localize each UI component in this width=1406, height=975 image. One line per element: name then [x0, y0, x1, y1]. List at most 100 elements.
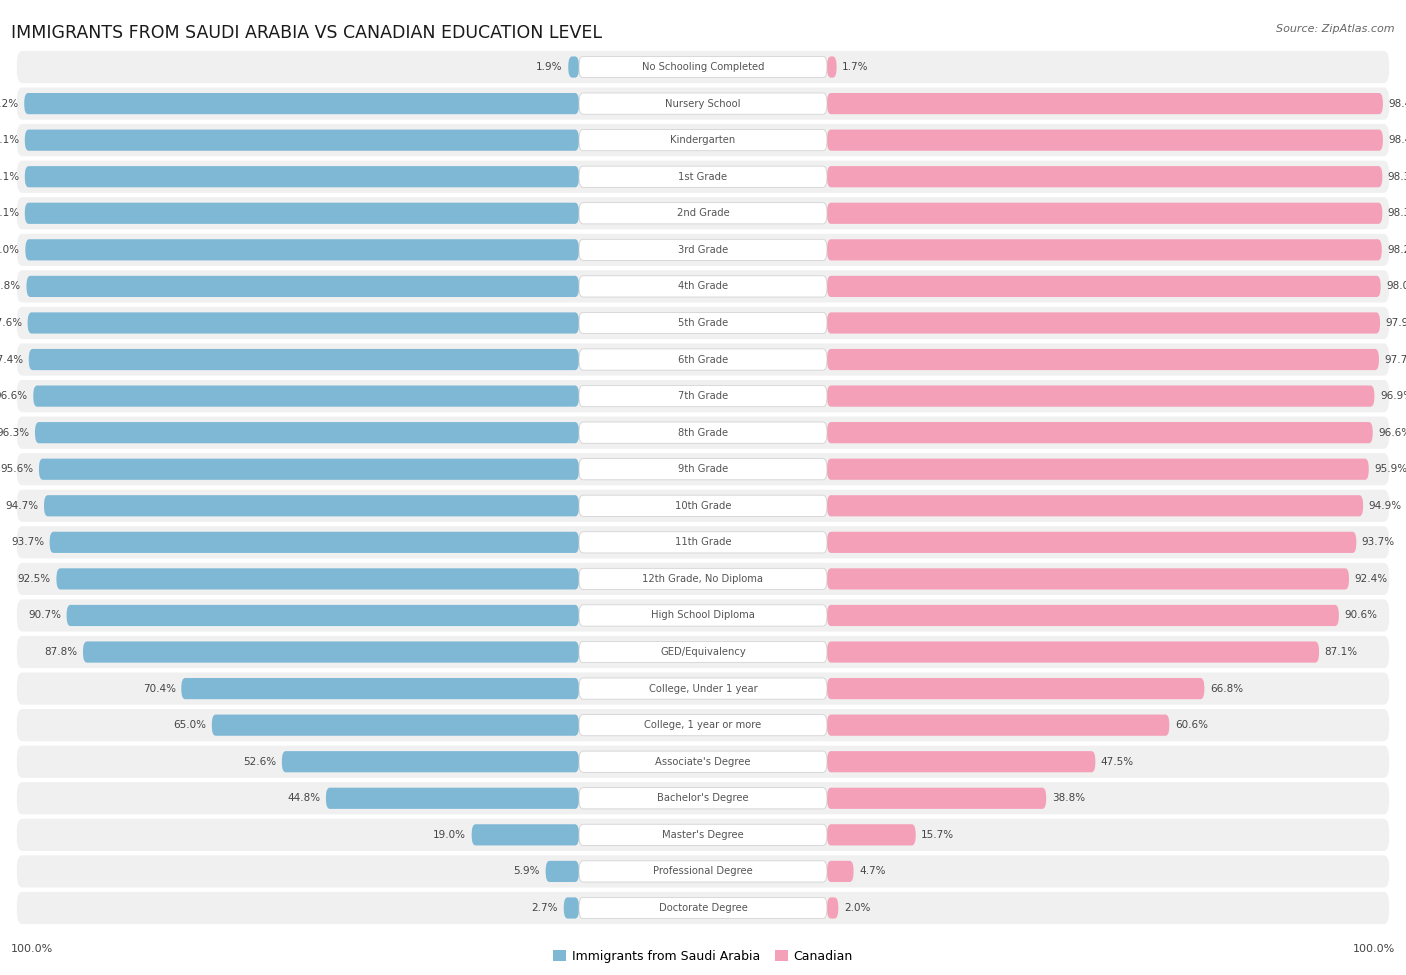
FancyBboxPatch shape	[579, 239, 827, 260]
FancyBboxPatch shape	[579, 642, 827, 663]
FancyBboxPatch shape	[17, 453, 1389, 486]
FancyBboxPatch shape	[17, 489, 1389, 522]
FancyBboxPatch shape	[579, 422, 827, 444]
FancyBboxPatch shape	[17, 819, 1389, 851]
Text: 2.0%: 2.0%	[844, 903, 870, 913]
Text: 98.3%: 98.3%	[1388, 172, 1406, 181]
Text: 95.6%: 95.6%	[0, 464, 34, 474]
FancyBboxPatch shape	[83, 642, 579, 663]
FancyBboxPatch shape	[579, 824, 827, 845]
FancyBboxPatch shape	[24, 93, 579, 114]
FancyBboxPatch shape	[579, 57, 827, 78]
FancyBboxPatch shape	[579, 349, 827, 371]
Text: 3rd Grade: 3rd Grade	[678, 245, 728, 254]
FancyBboxPatch shape	[281, 751, 579, 772]
FancyBboxPatch shape	[579, 130, 827, 151]
FancyBboxPatch shape	[564, 897, 579, 918]
FancyBboxPatch shape	[17, 563, 1389, 595]
FancyBboxPatch shape	[827, 276, 1381, 297]
FancyBboxPatch shape	[579, 751, 827, 772]
Text: 47.5%: 47.5%	[1101, 757, 1135, 766]
Text: 44.8%: 44.8%	[287, 794, 321, 803]
FancyBboxPatch shape	[579, 861, 827, 882]
FancyBboxPatch shape	[579, 604, 827, 626]
Text: No Schooling Completed: No Schooling Completed	[641, 62, 765, 72]
FancyBboxPatch shape	[579, 458, 827, 480]
FancyBboxPatch shape	[17, 673, 1389, 705]
Text: 96.3%: 96.3%	[0, 428, 30, 438]
FancyBboxPatch shape	[579, 203, 827, 224]
FancyBboxPatch shape	[17, 416, 1389, 448]
FancyBboxPatch shape	[827, 678, 1205, 699]
Text: Kindergarten: Kindergarten	[671, 136, 735, 145]
FancyBboxPatch shape	[579, 312, 827, 333]
FancyBboxPatch shape	[17, 161, 1389, 193]
FancyBboxPatch shape	[827, 349, 1379, 371]
FancyBboxPatch shape	[579, 897, 827, 918]
Text: 7th Grade: 7th Grade	[678, 391, 728, 401]
Text: 38.8%: 38.8%	[1052, 794, 1085, 803]
FancyBboxPatch shape	[827, 458, 1369, 480]
FancyBboxPatch shape	[212, 715, 579, 736]
Text: Master's Degree: Master's Degree	[662, 830, 744, 839]
Text: 98.1%: 98.1%	[0, 136, 20, 145]
Text: 2nd Grade: 2nd Grade	[676, 209, 730, 218]
FancyBboxPatch shape	[546, 861, 579, 882]
FancyBboxPatch shape	[579, 568, 827, 590]
FancyBboxPatch shape	[49, 531, 579, 553]
Text: High School Diploma: High School Diploma	[651, 610, 755, 620]
Text: 100.0%: 100.0%	[1353, 944, 1395, 954]
FancyBboxPatch shape	[17, 380, 1389, 412]
FancyBboxPatch shape	[17, 234, 1389, 266]
Text: 94.7%: 94.7%	[6, 501, 38, 511]
Text: 97.7%: 97.7%	[1385, 355, 1406, 365]
Text: 90.7%: 90.7%	[28, 610, 60, 620]
FancyBboxPatch shape	[827, 568, 1348, 590]
FancyBboxPatch shape	[827, 751, 1095, 772]
Text: 98.3%: 98.3%	[1388, 209, 1406, 218]
FancyBboxPatch shape	[827, 824, 915, 845]
Text: College, Under 1 year: College, Under 1 year	[648, 683, 758, 693]
FancyBboxPatch shape	[579, 495, 827, 517]
FancyBboxPatch shape	[827, 422, 1372, 444]
Text: 98.1%: 98.1%	[0, 209, 20, 218]
FancyBboxPatch shape	[34, 385, 579, 407]
FancyBboxPatch shape	[17, 855, 1389, 887]
Text: 1.9%: 1.9%	[536, 62, 562, 72]
Text: 65.0%: 65.0%	[173, 721, 207, 730]
FancyBboxPatch shape	[17, 636, 1389, 668]
FancyBboxPatch shape	[579, 715, 827, 736]
FancyBboxPatch shape	[66, 604, 579, 626]
FancyBboxPatch shape	[17, 51, 1389, 83]
FancyBboxPatch shape	[827, 312, 1381, 333]
FancyBboxPatch shape	[827, 93, 1384, 114]
Text: College, 1 year or more: College, 1 year or more	[644, 721, 762, 730]
Text: Professional Degree: Professional Degree	[654, 867, 752, 877]
FancyBboxPatch shape	[827, 495, 1364, 517]
FancyBboxPatch shape	[17, 88, 1389, 120]
FancyBboxPatch shape	[827, 239, 1382, 260]
FancyBboxPatch shape	[579, 788, 827, 809]
Legend: Immigrants from Saudi Arabia, Canadian: Immigrants from Saudi Arabia, Canadian	[548, 945, 858, 968]
FancyBboxPatch shape	[579, 276, 827, 297]
Text: 93.7%: 93.7%	[11, 537, 44, 547]
Text: GED/Equivalency: GED/Equivalency	[661, 647, 745, 657]
FancyBboxPatch shape	[39, 458, 579, 480]
FancyBboxPatch shape	[25, 130, 579, 151]
Text: 98.0%: 98.0%	[0, 245, 20, 254]
FancyBboxPatch shape	[17, 892, 1389, 924]
FancyBboxPatch shape	[28, 349, 579, 371]
FancyBboxPatch shape	[827, 788, 1046, 809]
FancyBboxPatch shape	[568, 57, 579, 78]
Text: 87.8%: 87.8%	[45, 647, 77, 657]
Text: 96.6%: 96.6%	[1378, 428, 1406, 438]
FancyBboxPatch shape	[579, 531, 827, 553]
Text: 94.9%: 94.9%	[1368, 501, 1402, 511]
Text: 11th Grade: 11th Grade	[675, 537, 731, 547]
FancyBboxPatch shape	[579, 93, 827, 114]
FancyBboxPatch shape	[827, 604, 1339, 626]
Text: 70.4%: 70.4%	[143, 683, 176, 693]
FancyBboxPatch shape	[827, 130, 1384, 151]
FancyBboxPatch shape	[17, 197, 1389, 229]
Text: 15.7%: 15.7%	[921, 830, 955, 839]
